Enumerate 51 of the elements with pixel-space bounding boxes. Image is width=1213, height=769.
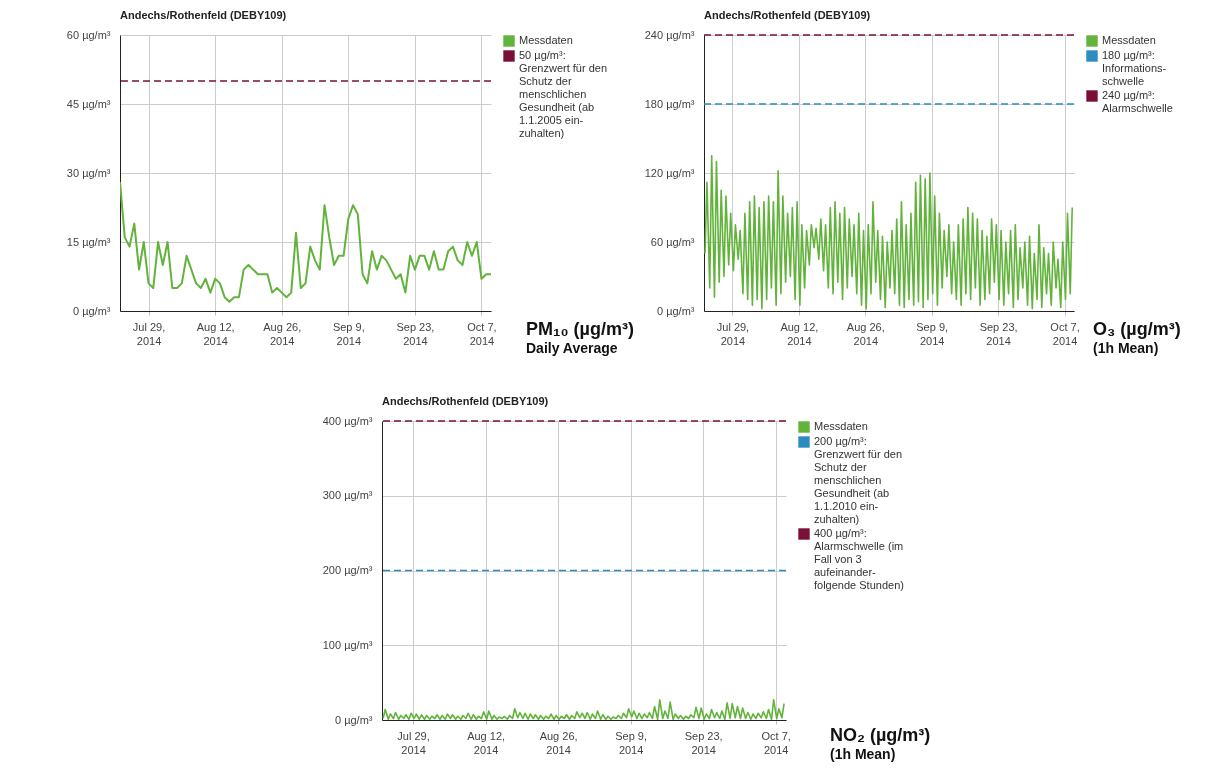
legend-label: 400 µg/m³: Alarmschwelle (im Fall von 3 aufeinander-folgende Stunden) (814, 527, 904, 591)
x-tick-label: Aug 12, 2014 (467, 729, 506, 756)
chart-title: Andechs/Rothenfeld (DEBY109) (382, 395, 549, 407)
x-tick-label: Sep 9, 2014 (332, 320, 365, 347)
text: Daily Average (526, 340, 619, 357)
x-tick-label: Aug 26, 2014 (263, 320, 302, 347)
x-tick-label: Jul 29, 2014 (397, 729, 430, 756)
legend-label: 240 µg/m³: Alarmschwelle (1102, 89, 1173, 114)
y-tick-label: 0 µg/m³ (72, 304, 111, 317)
legend-label: 180 µg/m³: Informations-schwelle (1102, 49, 1167, 87)
y-tick-label: 200 µg/m³ (322, 564, 373, 576)
y-tick-label: 180 µg/m³ (644, 97, 695, 110)
y-tick-label: 15 µg/m³ (66, 235, 111, 248)
x-tick-label: Jul 29, 2014 (716, 320, 750, 347)
y-tick-label: 60 µg/m³ (66, 28, 111, 41)
legend-label: Messdaten (814, 420, 868, 432)
y-tick-label: 100 µg/m³ (322, 638, 373, 651)
y-tick-label: 0 µg/m³ (334, 713, 373, 726)
chart-title: Andechs/Rothenfeld (DEBY109) (120, 9, 287, 21)
x-tick-label: Oct 7, 2014 (467, 320, 497, 347)
legend-label: 50 µg/m³: Grenzwert für den Schutz der menschlichen Gesundheit (ab 1.1.2005 ein-zuhalten) (519, 49, 608, 139)
x-tick-label: Sep 23, 2014 (684, 729, 723, 756)
line-series (120, 181, 491, 303)
y-tick-label: 60 µg/m³ (650, 235, 695, 248)
y-tick-label: 300 µg/m³ (322, 489, 373, 502)
x-tick-label: Oct 7, 2014 (1050, 320, 1080, 347)
y-tick-label: 0 µg/m³ (656, 304, 695, 317)
y-tick-label: 45 µg/m³ (66, 97, 111, 110)
x-tick-label: Sep 23, 2014 (396, 320, 435, 347)
y-tick-label: 240 µg/m³ (644, 28, 695, 41)
legend-label: Messdaten (519, 34, 573, 46)
x-tick-label: Sep 23, 2014 (979, 320, 1018, 347)
legend-label: Messdaten (1102, 34, 1156, 46)
x-tick-label: Oct 7, 2014 (761, 729, 791, 756)
chart-title: Andechs/Rothenfeld (DEBY109) (704, 9, 871, 21)
x-tick-label: Sep 9, 2014 (615, 729, 648, 756)
x-tick-label: Aug 12, 2014 (196, 320, 235, 347)
x-tick-label: Sep 9, 2014 (916, 320, 949, 347)
text: (1h Mean) (830, 746, 897, 763)
text: PM₁₀ (µg/m³) (526, 318, 634, 340)
text: NO₂ (µg/m³) (830, 724, 931, 746)
x-tick-label: Aug 26, 2014 (846, 320, 885, 347)
text: (1h Mean) (1093, 340, 1160, 357)
y-tick-label: 400 µg/m³ (322, 414, 373, 427)
x-tick-label: Aug 12, 2014 (780, 320, 819, 347)
x-tick-label: Jul 29, 2014 (132, 320, 166, 347)
y-tick-label: 120 µg/m³ (644, 166, 695, 179)
text: O₃ (µg/m³) (1093, 318, 1181, 340)
y-tick-label: 30 µg/m³ (66, 166, 111, 179)
legend-label: 200 µg/m³: Grenzwert für den Schutz der menschlichen Gesundheit (ab 1.1.2010 ein-zuhalten) (814, 435, 903, 525)
x-tick-label: Aug 26, 2014 (539, 729, 578, 756)
